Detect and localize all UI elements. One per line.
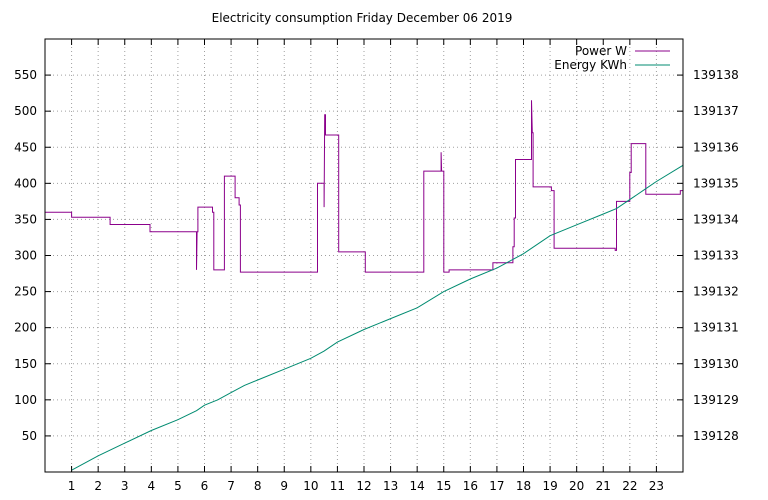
y-tick-label-1: 100 (14, 393, 37, 407)
x-tick-label-6: 7 (227, 479, 235, 493)
x-tick-label-17: 18 (516, 479, 531, 493)
x-tick-label-5: 6 (201, 479, 209, 493)
y2-tick-label-8: 139136 (693, 140, 739, 154)
plot-area (45, 100, 684, 471)
x-tick-label-18: 19 (542, 479, 557, 493)
x-tick-label-1: 2 (94, 479, 102, 493)
x-tick-label-20: 21 (596, 479, 611, 493)
y2-tick-label-6: 139134 (693, 212, 739, 226)
legend-label-power: Power W (575, 44, 627, 58)
series-line-1 (71, 164, 684, 471)
x-tick-label-7: 8 (254, 479, 262, 493)
x-tick-label-2: 3 (121, 479, 129, 493)
x-tick-label-21: 22 (622, 479, 637, 493)
x-tick-label-10: 11 (330, 479, 345, 493)
y-tick-label-2: 150 (14, 357, 37, 371)
y-tick-label-8: 450 (14, 140, 37, 154)
legend: Power W Energy KWh (554, 44, 670, 72)
x-tick-label-4: 5 (174, 479, 182, 493)
y-tick-label-7: 400 (14, 176, 37, 190)
y-tick-label-0: 50 (22, 429, 37, 443)
x-tick-label-12: 13 (383, 479, 398, 493)
y-tick-label-6: 350 (14, 212, 37, 226)
y-tick-label-4: 250 (14, 285, 37, 299)
y2-tick-label-10: 139138 (693, 68, 739, 82)
axis-ticks: 1 2 3 4 5 6 7 8 9 10 11 12 13 14 15 16 17 18 19 20 21 22 23501… (14, 39, 739, 493)
x-tick-label-0: 1 (68, 479, 76, 493)
y2-tick-label-4: 139132 (693, 285, 739, 299)
chart-title: Electricity consumption Friday December … (212, 11, 513, 25)
legend-label-energy: Energy KWh (554, 58, 627, 72)
x-tick-label-11: 12 (356, 479, 371, 493)
y-tick-label-9: 500 (14, 104, 37, 118)
x-tick-label-15: 16 (463, 479, 478, 493)
y2-tick-label-7: 139135 (693, 176, 739, 190)
y-tick-label-5: 300 (14, 249, 37, 263)
x-tick-label-9: 10 (303, 479, 318, 493)
y-tick-label-3: 200 (14, 321, 37, 335)
x-tick-label-14: 15 (436, 479, 451, 493)
grid-lines (45, 39, 683, 472)
x-tick-label-22: 23 (649, 479, 664, 493)
x-tick-label-8: 9 (280, 479, 288, 493)
y2-tick-label-2: 139130 (693, 357, 739, 371)
series-line-0 (45, 100, 683, 273)
y2-tick-label-0: 139128 (693, 429, 739, 443)
y2-tick-label-5: 139133 (693, 249, 739, 263)
x-tick-label-3: 4 (148, 479, 156, 493)
y2-tick-label-1: 139129 (693, 393, 739, 407)
y2-tick-label-3: 139131 (693, 321, 739, 335)
y-tick-label-10: 550 (14, 68, 37, 82)
x-tick-label-19: 20 (569, 479, 584, 493)
y2-tick-label-9: 139137 (693, 104, 739, 118)
x-tick-label-13: 14 (410, 479, 425, 493)
x-tick-label-16: 17 (489, 479, 504, 493)
